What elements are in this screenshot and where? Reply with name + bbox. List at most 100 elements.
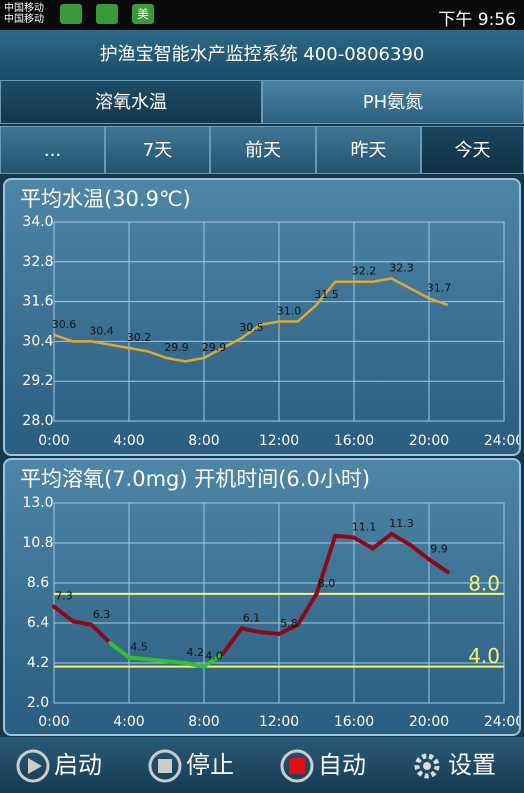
- carrier-name: 中国移动: [4, 14, 44, 25]
- bottom-bar: 启动 停止 自动 设置: [0, 737, 524, 793]
- day-tab[interactable]: 7天: [105, 126, 210, 174]
- line-segment: [408, 542, 431, 562]
- x-tick-label: 12:00: [259, 433, 299, 449]
- data-label: 29.9: [202, 341, 227, 354]
- app-icon: [96, 4, 118, 24]
- chart-panel: 平均水温(30.9℃) 28.0 29.2 30.4 31.6 32.8 34.0 0:00 4…: [3, 178, 521, 456]
- threshold-label: 4.0: [468, 644, 500, 668]
- header-title: 护渔宝智能水产监控系统 400-0806390: [0, 30, 524, 80]
- tab[interactable]: PH氨氮: [262, 80, 524, 124]
- data-label: 31.7: [427, 281, 452, 294]
- x-tick-label: 4:00: [113, 714, 144, 730]
- data-label: 6.1: [243, 611, 261, 624]
- line-segment: [314, 533, 338, 596]
- line-segment: [427, 557, 450, 575]
- data-label: 30.6: [52, 318, 77, 331]
- x-tick-label: 24:00: [484, 714, 521, 730]
- line-segment: [220, 626, 244, 656]
- line-segment: [333, 533, 356, 540]
- x-tick-label: 16:00: [334, 433, 374, 449]
- data-label: 9.9: [430, 542, 448, 555]
- data-label: 30.5: [239, 321, 264, 334]
- data-label: 11.3: [389, 517, 414, 530]
- y-tick-label: 8.6: [27, 575, 49, 591]
- line-segment: [164, 659, 188, 665]
- line-segment: [108, 641, 131, 660]
- data-label: 7.3: [55, 590, 73, 603]
- x-tick-label: 20:00: [409, 433, 449, 449]
- x-tick-label: 16:00: [334, 714, 374, 730]
- x-tick-label: 0:00: [38, 433, 69, 449]
- y-tick-label: 32.8: [22, 254, 53, 270]
- start-button[interactable]: 启动: [54, 751, 102, 779]
- start-icon[interactable]: [16, 749, 50, 783]
- data-label: 4.2: [187, 646, 205, 659]
- carrier: 中国移动 中国移动: [4, 3, 44, 25]
- data-label: 5.8: [280, 617, 298, 630]
- chart: 平均溶氧(7.0mg) 开机时间(6.0小时) 2.0 4.2 6.4 8.6 10.8 1…: [20, 467, 521, 730]
- y-tick-label: 30.4: [22, 333, 53, 349]
- data-label: 4.5: [130, 641, 148, 654]
- data-label: 29.9: [164, 341, 189, 354]
- clock: 下午 9:56: [438, 10, 516, 30]
- y-tick-label: 31.6: [22, 294, 53, 310]
- x-tick-label: 12:00: [259, 714, 299, 730]
- stop-button[interactable]: 停止: [186, 751, 234, 779]
- y-tick-label: 28.0: [22, 413, 53, 429]
- day-tab[interactable]: 前天: [210, 126, 316, 174]
- line-segment: [352, 535, 375, 551]
- line-segment: [370, 531, 394, 551]
- data-label: 31.5: [314, 288, 339, 301]
- line-segment: [52, 604, 75, 624]
- settings-icon[interactable]: [412, 751, 442, 781]
- chart-title: 平均水温(30.9℃): [20, 187, 191, 211]
- chart-panel: 平均溶氧(7.0mg) 开机时间(6.0小时) 2.0 4.2 6.4 8.6 10.8 1…: [3, 458, 521, 736]
- settings-button[interactable]: 设置: [448, 751, 496, 779]
- chart: 平均水温(30.9℃) 28.0 29.2 30.4 31.6 32.8 34.0 0:00 4…: [20, 187, 521, 449]
- line-segment: [239, 626, 263, 635]
- line-segment: [183, 661, 206, 669]
- data-line: [53, 277, 449, 363]
- auto-button[interactable]: 自动: [318, 751, 366, 779]
- x-tick-label: 20:00: [409, 714, 449, 730]
- day-tab[interactable]: ...: [0, 126, 105, 174]
- line-segment: [295, 591, 319, 627]
- line-segment: [70, 619, 94, 627]
- tab[interactable]: 溶氧水温: [0, 80, 262, 124]
- data-label: 32.3: [389, 261, 414, 274]
- line-segment: [277, 622, 300, 636]
- data-label: 11.1: [352, 521, 377, 534]
- x-tick-label: 8:00: [188, 714, 219, 730]
- data-label: 6.3: [93, 608, 111, 621]
- status-bar: 中国移动 中国移动 美 下午 9:56: [0, 0, 524, 30]
- y-tick-label: 10.8: [22, 535, 53, 551]
- carrier-name: 中国移动: [4, 3, 44, 14]
- y-tick-label: 4.2: [27, 655, 49, 671]
- y-tick-label: 29.2: [22, 373, 53, 389]
- x-tick-label: 24:00: [484, 433, 521, 449]
- line-segment: [258, 630, 281, 636]
- data-label: 30.4: [89, 324, 114, 337]
- data-label: 31.0: [277, 305, 302, 318]
- day-tab[interactable]: 今天: [421, 126, 524, 174]
- data-label: 8.0: [318, 577, 336, 590]
- data-label: 30.2: [127, 331, 152, 344]
- x-tick-label: 0:00: [38, 714, 69, 730]
- line-segment: [145, 657, 169, 664]
- chart-title: 平均溶氧(7.0mg) 开机时间(6.0小时): [20, 467, 370, 491]
- y-tick-label: 6.4: [27, 615, 49, 631]
- x-tick-label: 4:00: [113, 433, 144, 449]
- line-segment: [202, 651, 225, 669]
- y-tick-label: 2.0: [27, 695, 49, 711]
- line-segment: [389, 531, 413, 547]
- line-segment: [127, 655, 150, 662]
- auto-icon[interactable]: [280, 749, 314, 783]
- day-tab[interactable]: 昨天: [316, 126, 421, 174]
- data-label: 32.2: [352, 265, 377, 278]
- app-icon: 美: [132, 4, 154, 24]
- threshold-label: 8.0: [468, 571, 500, 595]
- y-tick-label: 34.0: [22, 214, 53, 230]
- stop-icon[interactable]: [148, 749, 182, 783]
- data-label: 4.0: [205, 650, 223, 663]
